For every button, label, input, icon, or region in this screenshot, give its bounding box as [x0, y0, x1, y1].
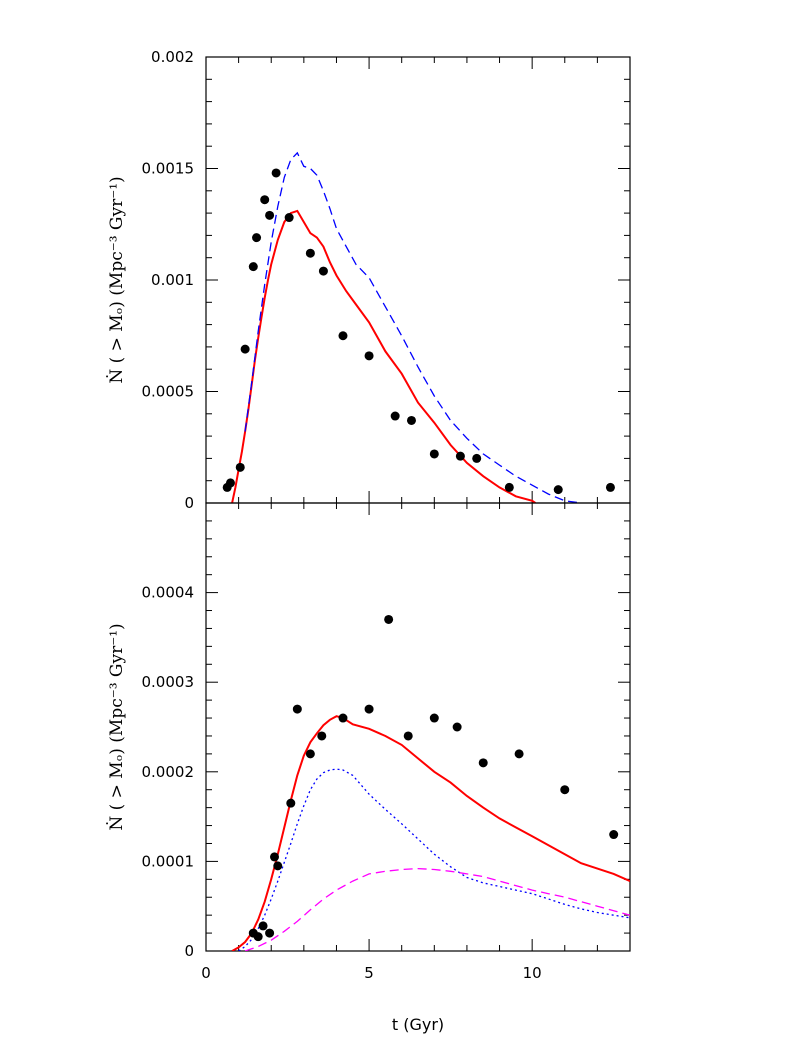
- y-tick-label: 0.0001: [142, 852, 195, 870]
- data-point: [338, 331, 348, 341]
- x-axis-label: t (Gyr): [392, 1015, 444, 1034]
- data-point: [269, 852, 279, 862]
- data-point: [429, 449, 439, 459]
- plot-frame: [205, 502, 631, 952]
- x-tick-label: 5: [364, 964, 374, 982]
- y-tick-label: 0.0004: [142, 584, 195, 602]
- data-point: [455, 451, 465, 461]
- y-tick-label: 0: [184, 942, 194, 960]
- data-point: [472, 453, 482, 463]
- data-point: [271, 168, 281, 178]
- data-point: [514, 749, 524, 759]
- y-tick-label: 0.0005: [142, 383, 195, 401]
- data-point: [235, 462, 245, 472]
- data-point: [452, 722, 462, 732]
- data-point: [284, 213, 294, 223]
- data-point: [253, 932, 263, 942]
- data-point: [273, 861, 283, 871]
- series-line-solid: [231, 715, 630, 951]
- series-line-dotted: [238, 768, 630, 951]
- data-point: [305, 248, 315, 258]
- plot-frame: [205, 56, 631, 504]
- data-point: [390, 411, 400, 421]
- data-point: [403, 731, 413, 741]
- plot-area: [231, 614, 630, 951]
- series-line-dashed: [244, 867, 630, 951]
- data-point: [560, 785, 570, 795]
- data-point: [305, 749, 315, 759]
- data-point: [265, 210, 275, 220]
- data-point: [292, 704, 302, 714]
- data-point: [252, 233, 262, 243]
- plot-area: [222, 151, 615, 503]
- data-point: [258, 921, 268, 931]
- data-point: [225, 478, 235, 488]
- y-tick-label: 0: [184, 494, 194, 512]
- x-tick-label: 0: [201, 964, 211, 982]
- data-point: [478, 758, 488, 768]
- y-axis-label: Ṅ ( > Mₒ) (Mpc⁻³ Gyr⁻¹): [106, 176, 127, 383]
- data-point: [504, 482, 514, 492]
- y-tick-label: 0.0002: [142, 763, 195, 781]
- data-point: [406, 415, 416, 425]
- y-axis-label: Ṅ ( > Mₒ) (Mpc⁻³ Gyr⁻¹): [106, 623, 127, 830]
- data-point: [240, 344, 250, 354]
- y-tick-label: 0.0015: [142, 160, 195, 178]
- data-point: [265, 928, 275, 938]
- data-point: [317, 731, 327, 741]
- y-tick-label: 0.0003: [142, 673, 195, 691]
- data-point: [609, 830, 619, 840]
- data-point: [338, 713, 348, 723]
- x-tick-label: 10: [523, 964, 542, 982]
- bottom-panel: 0 0.0001 0.0002 0.0003 0.0004 0 5 10 Ṅ ( > Mₒ) (…: [106, 502, 631, 982]
- data-point: [248, 262, 258, 272]
- data-point: [429, 713, 439, 723]
- data-point: [286, 798, 296, 808]
- data-point: [364, 704, 374, 714]
- data-point: [260, 195, 270, 205]
- data-point: [605, 482, 615, 492]
- series-line-dashed: [244, 151, 582, 503]
- data-point: [384, 614, 394, 624]
- data-point: [553, 485, 563, 495]
- y-tick-label: 0.002: [151, 48, 194, 66]
- y-tick-label: 0.001: [151, 271, 194, 289]
- top-panel: 0 0.0005 0.001 0.0015 0.002 Ṅ ( > Mₒ) (Mpc⁻³ …: [106, 48, 631, 512]
- data-point: [364, 351, 374, 361]
- data-point: [318, 266, 328, 276]
